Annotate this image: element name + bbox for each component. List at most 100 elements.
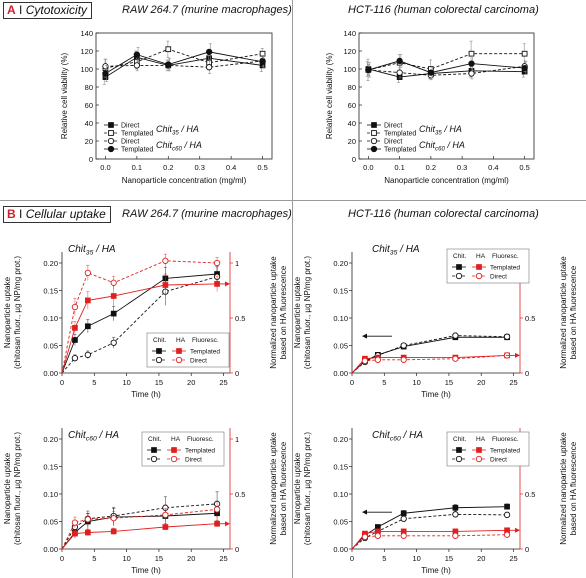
series-0 (102, 50, 266, 85)
legend-header: Fluoresc. (492, 253, 519, 260)
data-point (110, 279, 117, 286)
y2-axis-label-line1: Normalized nanoparticle uptake (269, 256, 278, 369)
data-point (504, 503, 510, 510)
y-tick-label: 0.00 (43, 545, 58, 554)
y2-tick-label: 0.5 (525, 314, 535, 323)
data-point (361, 533, 369, 541)
legend-group-2-rest: / HA (182, 140, 202, 150)
left-axis-arrowhead (362, 509, 367, 515)
legend-marker (456, 264, 462, 270)
series-line (61, 508, 218, 550)
y2-axis-label-line1: Normalized nanoparticle uptake (269, 432, 278, 545)
data-point (361, 357, 369, 365)
legend-group-2-sub: c60 (435, 146, 445, 153)
series-line (61, 260, 218, 374)
data-point (102, 63, 109, 70)
panel-b-title: Cellular uptake (25, 207, 106, 221)
y-tick-label: 0.15 (333, 287, 348, 296)
legend-header: HA (171, 436, 181, 443)
data-point (427, 69, 435, 76)
data-point (162, 511, 169, 519)
legend-marker (170, 455, 178, 463)
chart-title-base: Chit (372, 430, 391, 441)
chart-title-rest: / HA (401, 430, 424, 441)
vertical-divider (292, 0, 293, 578)
data-point (468, 60, 475, 67)
data-point (468, 70, 475, 77)
x-tick-label: 0 (60, 554, 64, 563)
x-tick-label: 15 (155, 554, 163, 563)
legend-marker (107, 145, 115, 153)
x-tick-label: 10 (412, 378, 420, 387)
chart-title-rest: / HA (397, 244, 420, 255)
series-red-templated (61, 520, 220, 550)
legend-entry: Direct (490, 274, 507, 281)
data-point (503, 531, 511, 538)
y-tick-label: 0.15 (333, 463, 348, 472)
y-tick-label: 120 (80, 47, 93, 56)
data-point (71, 519, 79, 526)
data-point (110, 293, 117, 299)
x-tick-label: 10 (122, 554, 130, 563)
legend-entry: Direct (384, 123, 402, 130)
y-tick-label: 0.10 (333, 314, 348, 323)
series-3 (102, 43, 266, 82)
legend-group-1-rest: / HA (442, 124, 462, 134)
series-line (61, 503, 218, 550)
x-tick-label: 0.0 (100, 163, 110, 172)
y2-axis-label-line2: based on HA fluorescence (569, 265, 578, 359)
x-tick-label: 5 (382, 378, 386, 387)
data-point (110, 310, 117, 317)
legend: Chit. HA Fluoresc. Templated Direct (146, 332, 230, 368)
x-tick-label: 20 (187, 554, 195, 563)
y-axis-label-line1: Nanoparticle uptake (3, 452, 12, 524)
x-tick-label: 0 (350, 554, 354, 563)
legend-marker (455, 455, 463, 463)
x-tick-label: 0.1 (132, 163, 142, 172)
data-point (452, 355, 459, 362)
data-point (133, 51, 141, 58)
x-tick-label: 0.1 (394, 163, 404, 172)
series-line (351, 354, 508, 374)
x-tick-label: 15 (445, 554, 453, 563)
x-tick-label: 10 (122, 378, 130, 387)
y-axis-label-line2: (chitosan fluor., µg NP/mg prot.) (13, 432, 22, 545)
data-point (72, 337, 78, 343)
series-line (61, 523, 218, 550)
y-tick-label: 0.05 (43, 342, 58, 351)
x-tick-label: 0.0 (363, 163, 373, 172)
y-tick-label: 80 (85, 83, 93, 92)
y2-tick-label: 1 (235, 259, 239, 268)
col-title-raw-b: RAW 264.7 (murine macrophages) (122, 208, 292, 220)
legend-group-2: Chitc60 / HA (156, 140, 202, 153)
right-axis-arrowhead (515, 352, 520, 358)
legend-marker (156, 348, 162, 354)
x-tick-label: 25 (509, 378, 517, 387)
y-tick-label: 0.10 (333, 490, 348, 499)
horizontal-divider (0, 200, 586, 201)
chart-title-rest: / HA (97, 430, 120, 441)
chart-title-base: Chit (68, 430, 87, 441)
y2-tick-label: 0.5 (525, 490, 535, 499)
chart-title: Chitc60 / HA (68, 430, 119, 443)
series-3 (365, 54, 528, 79)
legend-header: HA (476, 253, 486, 260)
data-point (503, 511, 511, 519)
panel-b-letter: B (7, 207, 16, 221)
data-point (259, 50, 266, 57)
data-point (102, 70, 109, 77)
x-tick-label: 0.3 (457, 163, 467, 172)
legend-entry: Templated (190, 349, 220, 356)
y-tick-label: 0.20 (43, 435, 58, 444)
chart-title-base: Chit (372, 244, 391, 255)
x-tick-label: 25 (219, 378, 227, 387)
data-point (374, 356, 381, 363)
series-line (105, 56, 263, 78)
y-tick-label: 0.00 (333, 545, 348, 554)
series-red-direct (61, 501, 221, 550)
plot-frame (95, 32, 273, 160)
data-point (110, 515, 117, 522)
series-red-templated (351, 352, 510, 374)
legend-group-2-sub: c60 (172, 146, 182, 153)
